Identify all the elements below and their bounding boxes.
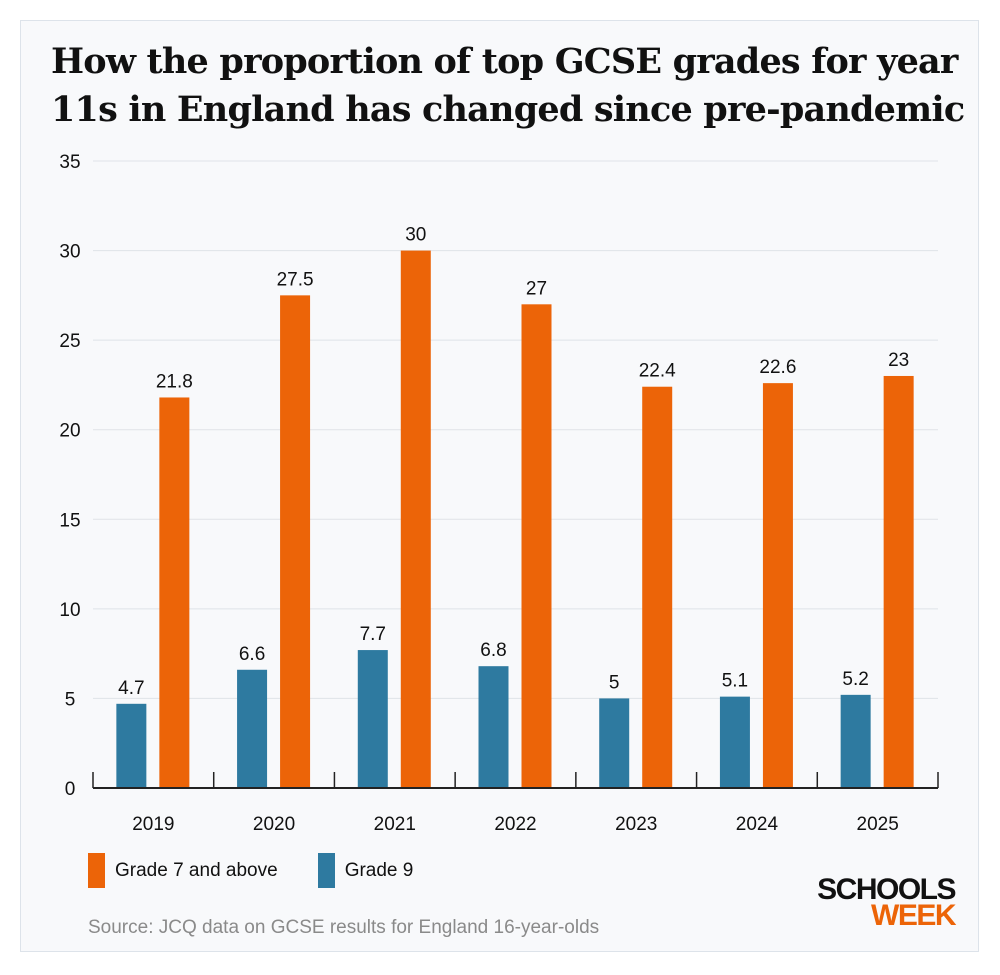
- data-label: 27.5: [277, 269, 314, 290]
- bar-grade9: [478, 666, 509, 788]
- y-tick-label: 30: [59, 242, 80, 263]
- x-tick-label: 2019: [132, 814, 174, 835]
- x-tick-label: 2022: [494, 814, 536, 835]
- legend-item-grade9: Grade 9: [317, 853, 414, 888]
- logo-line1: SCHOOLS: [817, 873, 956, 906]
- x-tick-label: 2023: [615, 814, 657, 835]
- data-label: 4.7: [118, 678, 144, 699]
- data-label: 6.8: [480, 640, 506, 661]
- bar-grade9: [357, 650, 388, 788]
- x-tick-label: 2025: [857, 814, 899, 835]
- x-tick-label: 2020: [253, 814, 295, 835]
- bar-grade7: [280, 295, 311, 788]
- bar-grade7: [883, 375, 914, 788]
- data-label: 7.7: [360, 624, 386, 645]
- data-label: 5.1: [722, 671, 748, 692]
- bar-grade9: [719, 696, 750, 788]
- bar-grade7: [521, 304, 552, 788]
- data-label: 6.6: [239, 644, 265, 665]
- y-tick-label: 10: [59, 600, 80, 621]
- data-label: 21.8: [156, 371, 193, 392]
- data-label: 23: [888, 350, 909, 371]
- y-tick-label: 0: [65, 779, 76, 800]
- bar-grade9: [116, 703, 147, 788]
- y-tick-label: 15: [59, 510, 80, 531]
- legend-swatch-grade9: [317, 853, 335, 888]
- bar-grade7: [400, 250, 431, 789]
- legend-item-grade7: Grade 7 and above: [88, 853, 278, 888]
- legend-label-grade7: Grade 7 and above: [115, 859, 278, 881]
- y-tick-label: 5: [65, 689, 76, 710]
- data-label: 22.6: [759, 357, 796, 378]
- logo-line2: WEEK: [871, 899, 957, 932]
- legend: Grade 7 and above Grade 9: [88, 853, 453, 888]
- y-tick-label: 25: [59, 331, 80, 352]
- bar-grade9: [599, 698, 630, 788]
- source-note: Source: JCQ data on GCSE results for Eng…: [88, 917, 600, 938]
- y-tick-label: 20: [59, 421, 80, 442]
- legend-label-grade9: Grade 9: [344, 859, 414, 881]
- y-tick-label: 35: [59, 152, 80, 173]
- bar-grade9: [237, 669, 268, 788]
- data-label: 27: [526, 278, 547, 299]
- x-tick-label: 2024: [736, 814, 779, 835]
- schools-week-logo: SCHOOLS WEEK: [800, 873, 957, 932]
- data-label: 5: [609, 672, 620, 693]
- legend-swatch-grade7: [88, 853, 105, 888]
- chart-title: How the proportion of top GCSE grades fo…: [51, 41, 965, 130]
- bar-grade7: [762, 383, 793, 788]
- bar-grade7: [159, 397, 190, 788]
- bar-grade7: [642, 386, 673, 788]
- bar-grade9: [840, 694, 871, 788]
- data-label: 5.2: [842, 669, 868, 690]
- data-label: 22.4: [639, 361, 676, 382]
- data-label: 30: [405, 225, 426, 246]
- x-tick-label: 2021: [374, 814, 416, 835]
